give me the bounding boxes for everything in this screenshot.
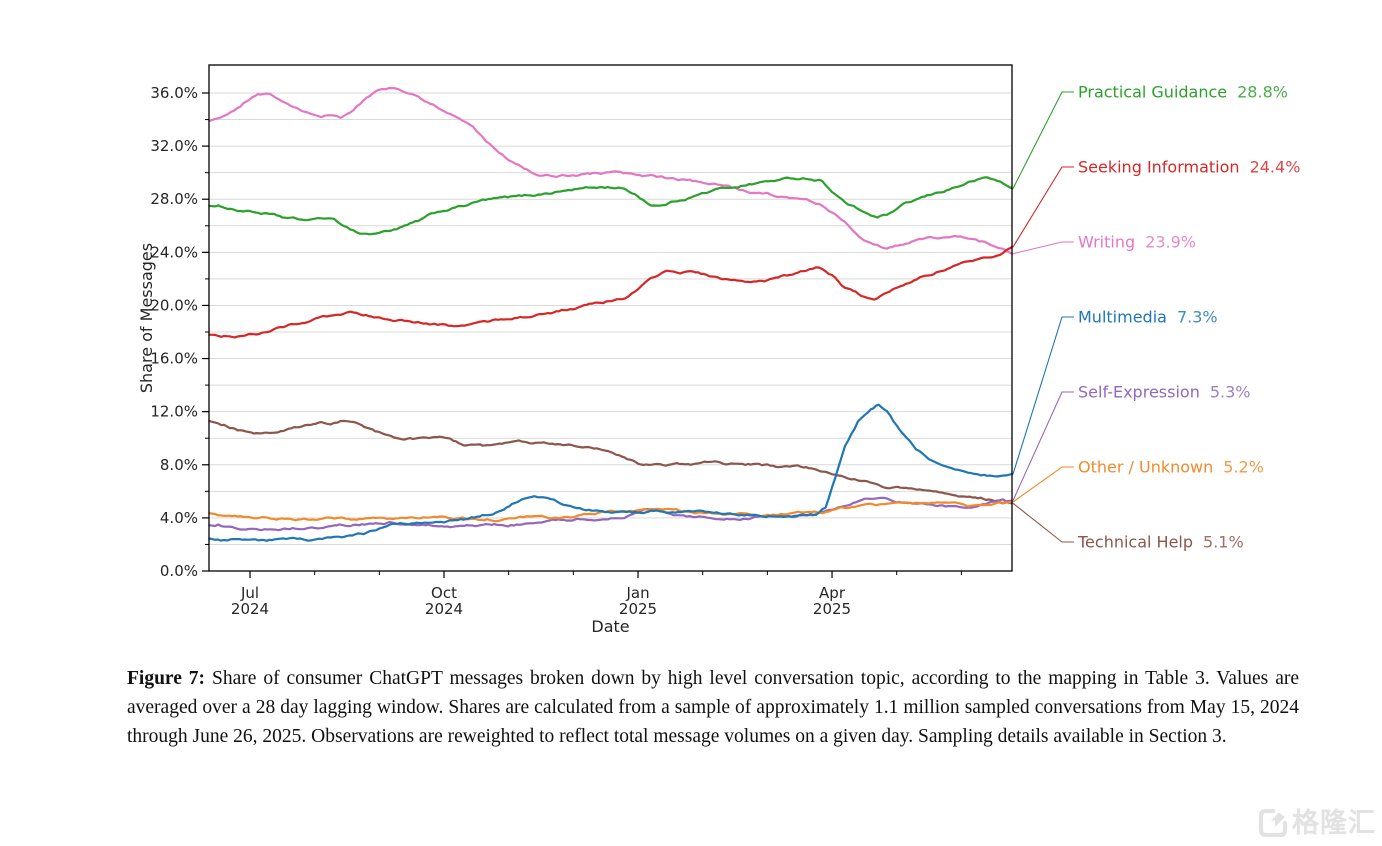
series-line-technical-help	[208, 419, 1014, 505]
y-tick-label: 20.0%	[150, 296, 198, 314]
legend-label-multimedia: Multimedia 7.3%	[1078, 308, 1218, 327]
legend-leader-multimedia	[1012, 316, 1074, 475]
legend-leader-technical-help	[1012, 502, 1074, 543]
x-tick-label-year: 2024	[231, 600, 269, 618]
series-line-multimedia	[208, 403, 1014, 542]
figure-caption: Figure 7: Share of consumer ChatGPT mess…	[127, 664, 1299, 751]
x-tick-label-month: Apr	[819, 584, 846, 602]
y-tick-label: 24.0%	[150, 243, 198, 261]
x-tick-label-year: 2025	[813, 600, 851, 618]
y-tick-label: 8.0%	[160, 456, 198, 474]
gelonghui-logo-icon	[1258, 808, 1288, 838]
legend-label-technical-help: Technical Help 5.1%	[1077, 533, 1244, 552]
plot-border	[208, 64, 1013, 572]
y-axis-title: Share of Messages	[137, 243, 156, 393]
series-line-self-expression	[208, 496, 1014, 532]
series-line-seeking-information	[208, 245, 1014, 339]
series-line-practical-guidance	[208, 176, 1014, 236]
y-tick-label: 28.0%	[150, 190, 198, 208]
series-line-writing	[208, 86, 1014, 255]
gelonghui-watermark: 格隆汇	[1258, 808, 1376, 838]
y-tick-label: 36.0%	[150, 84, 198, 102]
y-tick-label: 12.0%	[150, 403, 198, 421]
x-tick-label-month: Jan	[625, 584, 649, 602]
legend-label-self-expression: Self-Expression 5.3%	[1078, 383, 1250, 402]
legend-leader-practical-guidance	[1012, 91, 1074, 189]
legend-leader-writing	[1012, 241, 1074, 255]
x-axis-title: Date	[591, 617, 629, 636]
y-tick-label: 4.0%	[160, 509, 198, 527]
watermark-text: 格隆汇	[1292, 807, 1376, 839]
x-tick-label-month: Oct	[431, 584, 457, 602]
legend-label-seeking-information: Seeking Information 24.4%	[1078, 158, 1300, 177]
figure-caption-label: Figure 7:	[127, 668, 206, 689]
figure-caption-text: Share of consumer ChatGPT messages broke…	[127, 668, 1299, 747]
legend-leader-seeking-information	[1012, 166, 1074, 248]
legend-leader-self-expression	[1012, 391, 1074, 501]
x-tick-label-year: 2024	[425, 600, 463, 618]
legend-label-other-unknown: Other / Unknown 5.2%	[1078, 458, 1264, 477]
legend-leader-other-unknown	[1012, 466, 1074, 503]
y-tick-label: 16.0%	[150, 350, 198, 368]
legend-label-writing: Writing 23.9%	[1078, 233, 1196, 252]
y-tick-label: 32.0%	[150, 137, 198, 155]
legend-label-practical-guidance: Practical Guidance 28.8%	[1078, 83, 1288, 102]
x-tick-label-month: Jul	[240, 584, 259, 602]
y-tick-label: 0.0%	[160, 562, 198, 580]
x-tick-label-year: 2025	[619, 600, 657, 618]
topic-share-line-chart: 0.0% 4.0% 8.0% 12.0% 16.0% 20.0% 24.0% 28.0% 32.…	[137, 64, 1300, 636]
